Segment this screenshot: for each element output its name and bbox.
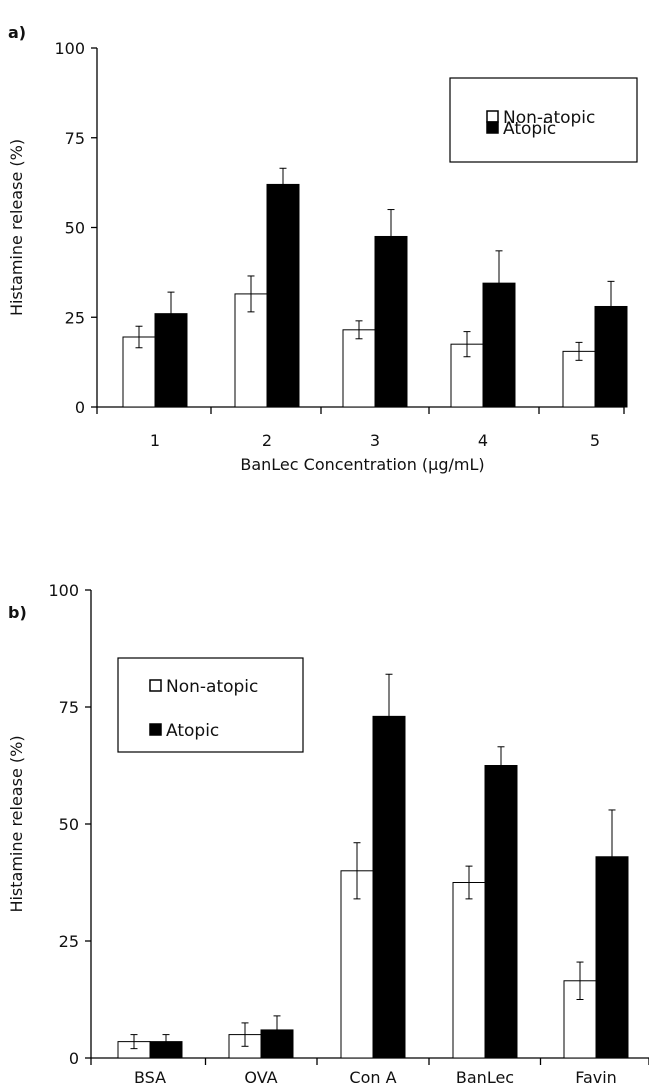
legend-swatch-atopic xyxy=(149,723,162,736)
x-tick-label: 1 xyxy=(150,431,160,450)
y-tick-label: 100 xyxy=(54,39,85,58)
bar-atopic xyxy=(266,183,300,408)
x-axis-title: BanLec Concentration (µg/mL) xyxy=(240,455,484,474)
legend-swatch-non-atopic xyxy=(149,679,162,692)
y-axis-title: Histamine release (%) xyxy=(7,139,26,316)
bar-atopic xyxy=(149,1041,183,1059)
y-tick-label: 50 xyxy=(59,815,79,834)
x-tick-label: 5 xyxy=(590,431,600,450)
legend-label: Non-atopic xyxy=(503,108,595,128)
y-tick-label: 75 xyxy=(65,129,85,148)
bar-non-atopic xyxy=(340,870,374,1059)
bar-atopic xyxy=(260,1029,294,1059)
y-axis-title: Histamine release (%) xyxy=(7,735,26,912)
legend-label: Atopic xyxy=(503,119,556,139)
legend: Non-atopic Atopic xyxy=(117,657,304,753)
legend-swatch-non-atopic xyxy=(486,110,499,123)
bar-atopic xyxy=(372,715,406,1059)
bar-atopic xyxy=(594,305,628,408)
bar-atopic xyxy=(374,235,408,408)
bar-atopic xyxy=(154,313,188,408)
y-tick-label: 75 xyxy=(59,698,79,717)
bar-non-atopic xyxy=(452,882,486,1059)
panel-label: a) xyxy=(8,23,26,42)
bar-non-atopic xyxy=(342,329,376,408)
legend-label: Non-atopic xyxy=(166,677,258,697)
legend-swatch-atopic xyxy=(486,121,499,134)
y-tick-label: 100 xyxy=(48,581,79,600)
bar-atopic xyxy=(482,282,516,408)
x-tick-label: 3 xyxy=(370,431,380,450)
y-tick-label: 0 xyxy=(75,398,85,417)
bar-atopic xyxy=(595,856,629,1059)
legend-box xyxy=(117,657,304,753)
chart-panel-a: a) 0 25 50 75 100 Histamine release (%) 1 2 3 4 5 Ba… xyxy=(7,23,638,474)
x-tick-label: BanLec xyxy=(456,1068,514,1087)
panel-label: b) xyxy=(8,603,27,622)
bar-atopic xyxy=(484,765,518,1059)
legend-label: Atopic xyxy=(166,721,219,741)
x-tick-label: 2 xyxy=(262,431,272,450)
chart-panel-b: b) 0 25 50 75 100 Histamine release (%) BSA OVA C… xyxy=(7,581,649,1087)
y-tick-label: 50 xyxy=(65,219,85,238)
legend-box xyxy=(449,77,638,163)
x-tick-label: BSA xyxy=(134,1068,166,1087)
y-tick-label: 25 xyxy=(59,932,79,951)
x-tick-label: 4 xyxy=(478,431,488,450)
x-tick-label: OVA xyxy=(244,1068,277,1087)
y-tick-label: 25 xyxy=(65,308,85,327)
x-tick-label: Favin xyxy=(575,1068,617,1087)
x-tick-label: Con A xyxy=(349,1068,396,1087)
y-tick-label: 0 xyxy=(69,1049,79,1068)
